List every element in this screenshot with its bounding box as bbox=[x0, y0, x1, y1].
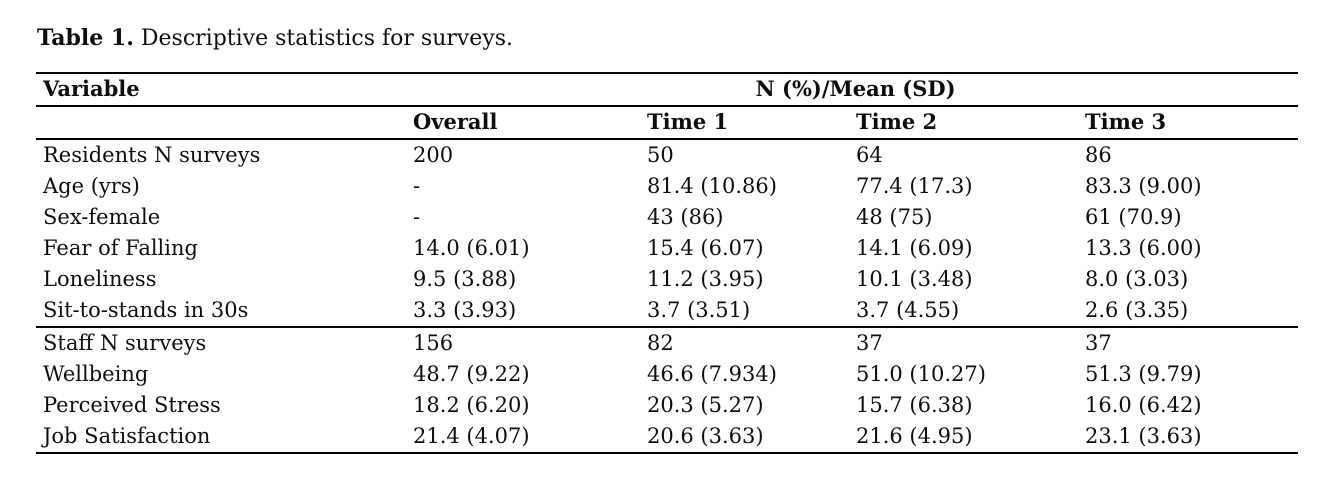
value-cell: 51.0 (10.27) bbox=[856, 362, 986, 386]
row-label: Residents N surveys bbox=[43, 143, 261, 167]
value-cell: 11.2 (3.95) bbox=[647, 267, 764, 291]
value-cell: 82 bbox=[647, 331, 674, 355]
row-label: Sex-female bbox=[43, 205, 161, 229]
value-cell: 20.3 (5.27) bbox=[647, 393, 764, 417]
value-cell: 21.6 (4.95) bbox=[856, 421, 1085, 454]
value-cell: 16.0 (6.42) bbox=[1085, 393, 1202, 417]
value-cell: 37 bbox=[856, 331, 883, 355]
value-cell: 200 bbox=[413, 143, 454, 167]
value-cell: 43 (86) bbox=[647, 205, 724, 229]
table-row: Staff N surveys 156 82 37 37 bbox=[36, 327, 1298, 359]
value-cell: 46.6 (7.934) bbox=[647, 362, 777, 386]
value-cell: 81.4 (10.86) bbox=[647, 174, 777, 198]
table-row: Wellbeing 48.7 (9.22) 46.6 (7.934) 51.0 (10… bbox=[36, 359, 1298, 390]
table-caption-text: Descriptive statistics for surveys. bbox=[140, 26, 514, 51]
value-cell: 9.5 (3.88) bbox=[413, 267, 517, 291]
value-cell: 156 bbox=[413, 331, 454, 355]
table-row: Age (yrs) - 81.4 (10.86) 77.4 (17.3) 83.3 (9… bbox=[36, 171, 1298, 202]
table-caption-label: Table 1. bbox=[37, 25, 134, 51]
value-cell: 3.7 (3.51) bbox=[647, 295, 856, 328]
table-row: Perceived Stress 18.2 (6.20) 20.3 (5.27) 15… bbox=[36, 390, 1298, 421]
value-cell: 23.1 (3.63) bbox=[1085, 421, 1299, 454]
column-header-variable: Variable bbox=[36, 73, 413, 107]
row-label: Sit-to-stands in 30s bbox=[36, 295, 413, 328]
value-cell: 8.0 (3.03) bbox=[1085, 267, 1189, 291]
table-row: Residents N surveys 200 50 64 86 bbox=[36, 139, 1298, 171]
table-row: Job Satisfaction 21.4 (4.07) 20.6 (3.63) 21… bbox=[36, 421, 1299, 454]
value-cell: 15.7 (6.38) bbox=[856, 393, 973, 417]
row-label: Wellbeing bbox=[43, 362, 149, 386]
value-cell: 13.3 (6.00) bbox=[1085, 236, 1202, 260]
subheader-row: Overall Time 1 Time 2 Time 3 bbox=[36, 106, 1299, 140]
column-group-header: N (%)/Mean (SD) bbox=[413, 73, 1299, 107]
row-label: Loneliness bbox=[43, 267, 157, 291]
value-cell: 61 (70.9) bbox=[1085, 205, 1182, 229]
value-cell: 77.4 (17.3) bbox=[856, 174, 973, 198]
value-cell: 21.4 (4.07) bbox=[413, 421, 647, 454]
table-caption: Table 1. Descriptive statistics for surv… bbox=[37, 24, 513, 53]
column-header-empty bbox=[36, 106, 413, 140]
value-cell: - bbox=[413, 174, 421, 198]
value-cell: 64 bbox=[856, 143, 883, 167]
value-cell: 51.3 (9.79) bbox=[1085, 362, 1202, 386]
column-header-time-3: Time 3 bbox=[1085, 106, 1299, 140]
row-label: Age (yrs) bbox=[43, 174, 140, 198]
value-cell: 14.0 (6.01) bbox=[413, 236, 530, 260]
value-cell: - bbox=[413, 205, 421, 229]
value-cell: 18.2 (6.20) bbox=[413, 393, 530, 417]
column-header-time-1: Time 1 bbox=[647, 106, 856, 140]
table-row: Sex-female - 43 (86) 48 (75) 61 (70.9) bbox=[36, 202, 1298, 233]
value-cell: 48 (75) bbox=[856, 205, 933, 229]
value-cell: 20.6 (3.63) bbox=[647, 421, 856, 454]
value-cell: 10.1 (3.48) bbox=[856, 267, 973, 291]
row-label: Staff N surveys bbox=[43, 331, 207, 355]
value-cell: 15.4 (6.07) bbox=[647, 236, 764, 260]
row-label: Fear of Falling bbox=[43, 236, 198, 260]
stats-table: Variable N (%)/Mean (SD) Overall Time 1 Ti… bbox=[36, 72, 1299, 454]
value-cell: 3.7 (4.55) bbox=[856, 295, 1085, 328]
value-cell: 50 bbox=[647, 143, 674, 167]
table-row: Sit-to-stands in 30s 3.3 (3.93) 3.7 (3.51)… bbox=[36, 295, 1299, 328]
column-header-overall: Overall bbox=[413, 106, 647, 140]
column-header-time-2: Time 2 bbox=[856, 106, 1085, 140]
header-row: Variable N (%)/Mean (SD) bbox=[36, 73, 1299, 107]
value-cell: 48.7 (9.22) bbox=[413, 362, 530, 386]
row-label: Job Satisfaction bbox=[36, 421, 413, 454]
value-cell: 3.3 (3.93) bbox=[413, 295, 647, 328]
value-cell: 2.6 (3.35) bbox=[1085, 295, 1299, 328]
row-label: Perceived Stress bbox=[43, 393, 221, 417]
value-cell: 86 bbox=[1085, 143, 1112, 167]
table-row: Loneliness 9.5 (3.88) 11.2 (3.95) 10.1 (3.4… bbox=[36, 264, 1298, 295]
table-row: Fear of Falling 14.0 (6.01) 15.4 (6.07) 14.… bbox=[36, 233, 1298, 264]
value-cell: 37 bbox=[1085, 331, 1112, 355]
value-cell: 83.3 (9.00) bbox=[1085, 174, 1202, 198]
value-cell: 14.1 (6.09) bbox=[856, 236, 973, 260]
